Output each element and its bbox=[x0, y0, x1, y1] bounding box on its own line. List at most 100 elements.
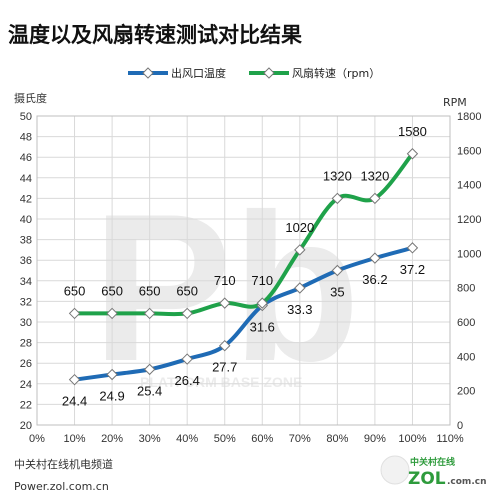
data-point-fan bbox=[331, 192, 344, 205]
data-label-temperature: 35 bbox=[330, 285, 344, 300]
data-label-fan: 1020 bbox=[285, 220, 314, 235]
series-layer: 24.4 24.9 25.4 26.4 27.7 31.6 33.3 35 36.2 37.2 65… bbox=[62, 124, 427, 409]
plot-area-border bbox=[36, 115, 451, 426]
y-left-tick: 44 bbox=[20, 173, 32, 185]
x-tick: 80% bbox=[326, 433, 348, 445]
data-point-fan bbox=[106, 307, 118, 320]
legend-item-fan: 风扇转速（rpm） bbox=[249, 66, 380, 80]
legend-marker-temperature bbox=[142, 67, 154, 79]
data-label-fan: 650 bbox=[139, 283, 161, 298]
y-left-tick: 48 bbox=[20, 132, 32, 144]
data-point-temperature bbox=[369, 252, 381, 264]
x-tick: 70% bbox=[289, 433, 311, 445]
y-right-tick: 1000 bbox=[457, 248, 481, 260]
series-line-fan bbox=[72, 151, 415, 317]
data-point-fan bbox=[294, 244, 306, 256]
y-left-tick: 24 bbox=[20, 379, 32, 391]
data-point-fan bbox=[181, 307, 193, 320]
x-tick: 60% bbox=[251, 433, 273, 445]
data-point-fan bbox=[219, 297, 231, 309]
data-label-temperature: 31.6 bbox=[250, 320, 275, 335]
watermark-letters: Pb bbox=[92, 170, 360, 405]
y-left-tick: 32 bbox=[20, 296, 32, 308]
data-label-fan: 650 bbox=[101, 283, 123, 298]
logo-globe-icon bbox=[380, 455, 410, 485]
legend-label-fan: 风扇转速（rpm） bbox=[292, 66, 380, 80]
data-label-temperature: 24.4 bbox=[62, 394, 87, 409]
data-label-temperature: 36.2 bbox=[362, 272, 387, 287]
data-point-fan bbox=[369, 192, 381, 205]
y-left-tick: 40 bbox=[20, 214, 32, 226]
data-point-temperature bbox=[181, 353, 193, 365]
data-label-fan: 650 bbox=[176, 283, 198, 298]
data-label-temperature: 25.4 bbox=[137, 383, 162, 398]
y-right-tick: 400 bbox=[457, 351, 475, 363]
y-left-tick: 30 bbox=[20, 317, 32, 329]
y-right-tick: 800 bbox=[457, 283, 475, 295]
y-left-tick: 50 bbox=[20, 111, 32, 123]
zol-logo: 中关村在线 ZOL .com.cn bbox=[380, 455, 486, 489]
data-label-temperature: 26.4 bbox=[175, 373, 200, 388]
data-point-temperature bbox=[294, 282, 306, 294]
y-left-tick: 28 bbox=[20, 338, 32, 350]
data-point-fan bbox=[406, 148, 419, 160]
data-label-fan: 1580 bbox=[398, 124, 427, 139]
data-point-temperature bbox=[68, 373, 81, 386]
x-tick: 30% bbox=[139, 433, 161, 445]
watermark: Pb PLATFORM BASE ZONE bbox=[92, 170, 360, 405]
x-tick: 40% bbox=[176, 433, 198, 445]
x-tick: 0% bbox=[29, 433, 45, 445]
logo-top-text: 中关村在线 bbox=[410, 456, 455, 468]
legend-item-temperature: 出风口温度 bbox=[128, 66, 226, 80]
y-right-tick: 1600 bbox=[457, 145, 481, 157]
y-right-tick: 1400 bbox=[457, 180, 481, 192]
y-left-tick: 22 bbox=[20, 399, 32, 411]
y-left-tick: 34 bbox=[20, 276, 32, 288]
data-point-temperature bbox=[406, 242, 419, 254]
x-tick: 110% bbox=[436, 433, 464, 445]
chart-title: 温度以及风扇转速测试对比结果 bbox=[8, 23, 302, 47]
data-label-temperature: 24.9 bbox=[99, 389, 124, 404]
y-left-tick: 38 bbox=[20, 235, 32, 247]
data-label-fan: 650 bbox=[64, 283, 86, 298]
y-right-tick: 200 bbox=[457, 386, 475, 398]
y-left-tick: 26 bbox=[20, 358, 32, 370]
x-tick: 90% bbox=[364, 433, 386, 445]
legend-label-temperature: 出风口温度 bbox=[171, 66, 226, 80]
y-left-tick: 46 bbox=[20, 152, 32, 164]
data-point-temperature bbox=[143, 363, 156, 376]
data-label-fan: 710 bbox=[214, 273, 236, 288]
data-point-temperature bbox=[106, 368, 118, 381]
series-line-temperature bbox=[72, 245, 415, 382]
x-tick-labels: 0% 10% 20% 30% 40% 50% 60% 70% 80% 90% 100% 110% bbox=[29, 433, 464, 445]
data-label-temperature: 27.7 bbox=[212, 360, 237, 375]
logo-main-text: ZOL bbox=[408, 469, 446, 489]
y-right-tick-labels: 0 200 400 600 800 1000 1200 1400 1600 1800 bbox=[457, 111, 481, 432]
data-label-fan: 1320 bbox=[360, 168, 389, 183]
y-left-axis-label: 摄氏度 bbox=[14, 91, 47, 105]
data-label-temperature: 33.3 bbox=[287, 302, 312, 317]
x-tick: 10% bbox=[64, 433, 86, 445]
y-right-tick: 0 bbox=[457, 420, 463, 432]
x-tick: 100% bbox=[398, 433, 426, 445]
y-left-tick-labels: 20 22 24 26 28 30 32 34 36 38 40 42 44 46 48 50 bbox=[20, 111, 32, 432]
x-tick: 50% bbox=[214, 433, 236, 445]
logo-suffix-text: .com.cn bbox=[447, 477, 486, 487]
watermark-text: PLATFORM BASE ZONE bbox=[140, 374, 302, 390]
y-right-tick: 1200 bbox=[457, 214, 481, 226]
y-left-tick: 20 bbox=[20, 420, 32, 432]
legend-marker-fan bbox=[263, 67, 275, 79]
footer-line-2: Power.zol.com.cn bbox=[14, 480, 109, 493]
data-point-fan bbox=[256, 297, 268, 309]
legend: 出风口温度 风扇转速（rpm） bbox=[128, 66, 380, 80]
data-point-fan bbox=[68, 307, 81, 320]
y-left-tick: 36 bbox=[20, 255, 32, 267]
y-right-axis-label: RPM bbox=[443, 96, 467, 109]
y-right-tick: 600 bbox=[457, 317, 475, 329]
data-label-temperature: 37.2 bbox=[400, 262, 425, 277]
data-point-temperature bbox=[331, 264, 344, 277]
y-right-tick: 1800 bbox=[457, 111, 481, 123]
data-point-temperature bbox=[219, 339, 231, 352]
data-point-fan bbox=[143, 307, 156, 320]
